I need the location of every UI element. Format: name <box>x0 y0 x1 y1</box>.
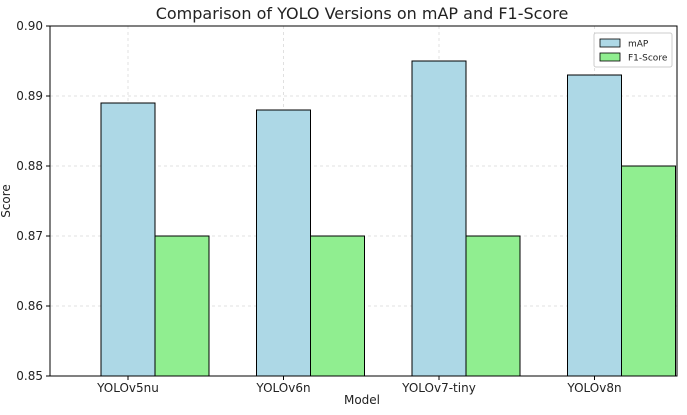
plot-frame <box>49 25 678 377</box>
x-ticks: YOLOv5nu YOLOv6n YOLOv7-tiny YOLOv8n <box>96 376 622 395</box>
legend-label-map: mAP <box>628 40 649 50</box>
legend-label-f1-score: F1-Score <box>628 54 668 64</box>
x-tick-label-yolov8n: YOLOv8n <box>566 381 621 395</box>
chart-title: Comparison of YOLO Versions on mAP and F… <box>156 4 569 23</box>
bars-layer <box>100 60 676 377</box>
bar-f1-score-yolov6n <box>310 235 365 377</box>
bar-map-yolov5nu <box>100 102 156 377</box>
bar-map-yolov8n <box>567 74 622 377</box>
y-tick-label: 0.87 <box>16 229 43 243</box>
x-tick-label-yolov7-tiny: YOLOv7-tiny <box>401 381 476 395</box>
y-tick-label: 0.89 <box>16 89 43 103</box>
y-tick-label: 0.90 <box>16 19 43 33</box>
legend: mAP F1-Score <box>593 32 673 68</box>
legend-swatch-map <box>599 38 621 48</box>
y-tick-label: 0.85 <box>16 369 43 383</box>
bar-map-yolov6n <box>256 109 311 377</box>
bar-f1-score-yolov7-tiny <box>465 235 521 377</box>
y-tick-label: 0.86 <box>16 299 43 313</box>
bar-f1-score-yolov8n <box>621 165 676 377</box>
bar-f1-score-yolov5nu <box>154 235 210 377</box>
y-tick-label: 0.88 <box>16 159 43 173</box>
x-axis-label: Model <box>344 393 380 407</box>
x-tick-label-yolov5nu: YOLOv5nu <box>96 381 159 395</box>
legend-swatch-f1-score <box>599 52 621 62</box>
y-axis-label: Score <box>0 184 13 218</box>
y-ticks: 0.85 0.86 0.87 0.88 0.89 0.90 <box>16 19 50 383</box>
x-tick-label-yolov6n: YOLOv6n <box>255 381 310 395</box>
bar-map-yolov7-tiny <box>411 60 467 377</box>
